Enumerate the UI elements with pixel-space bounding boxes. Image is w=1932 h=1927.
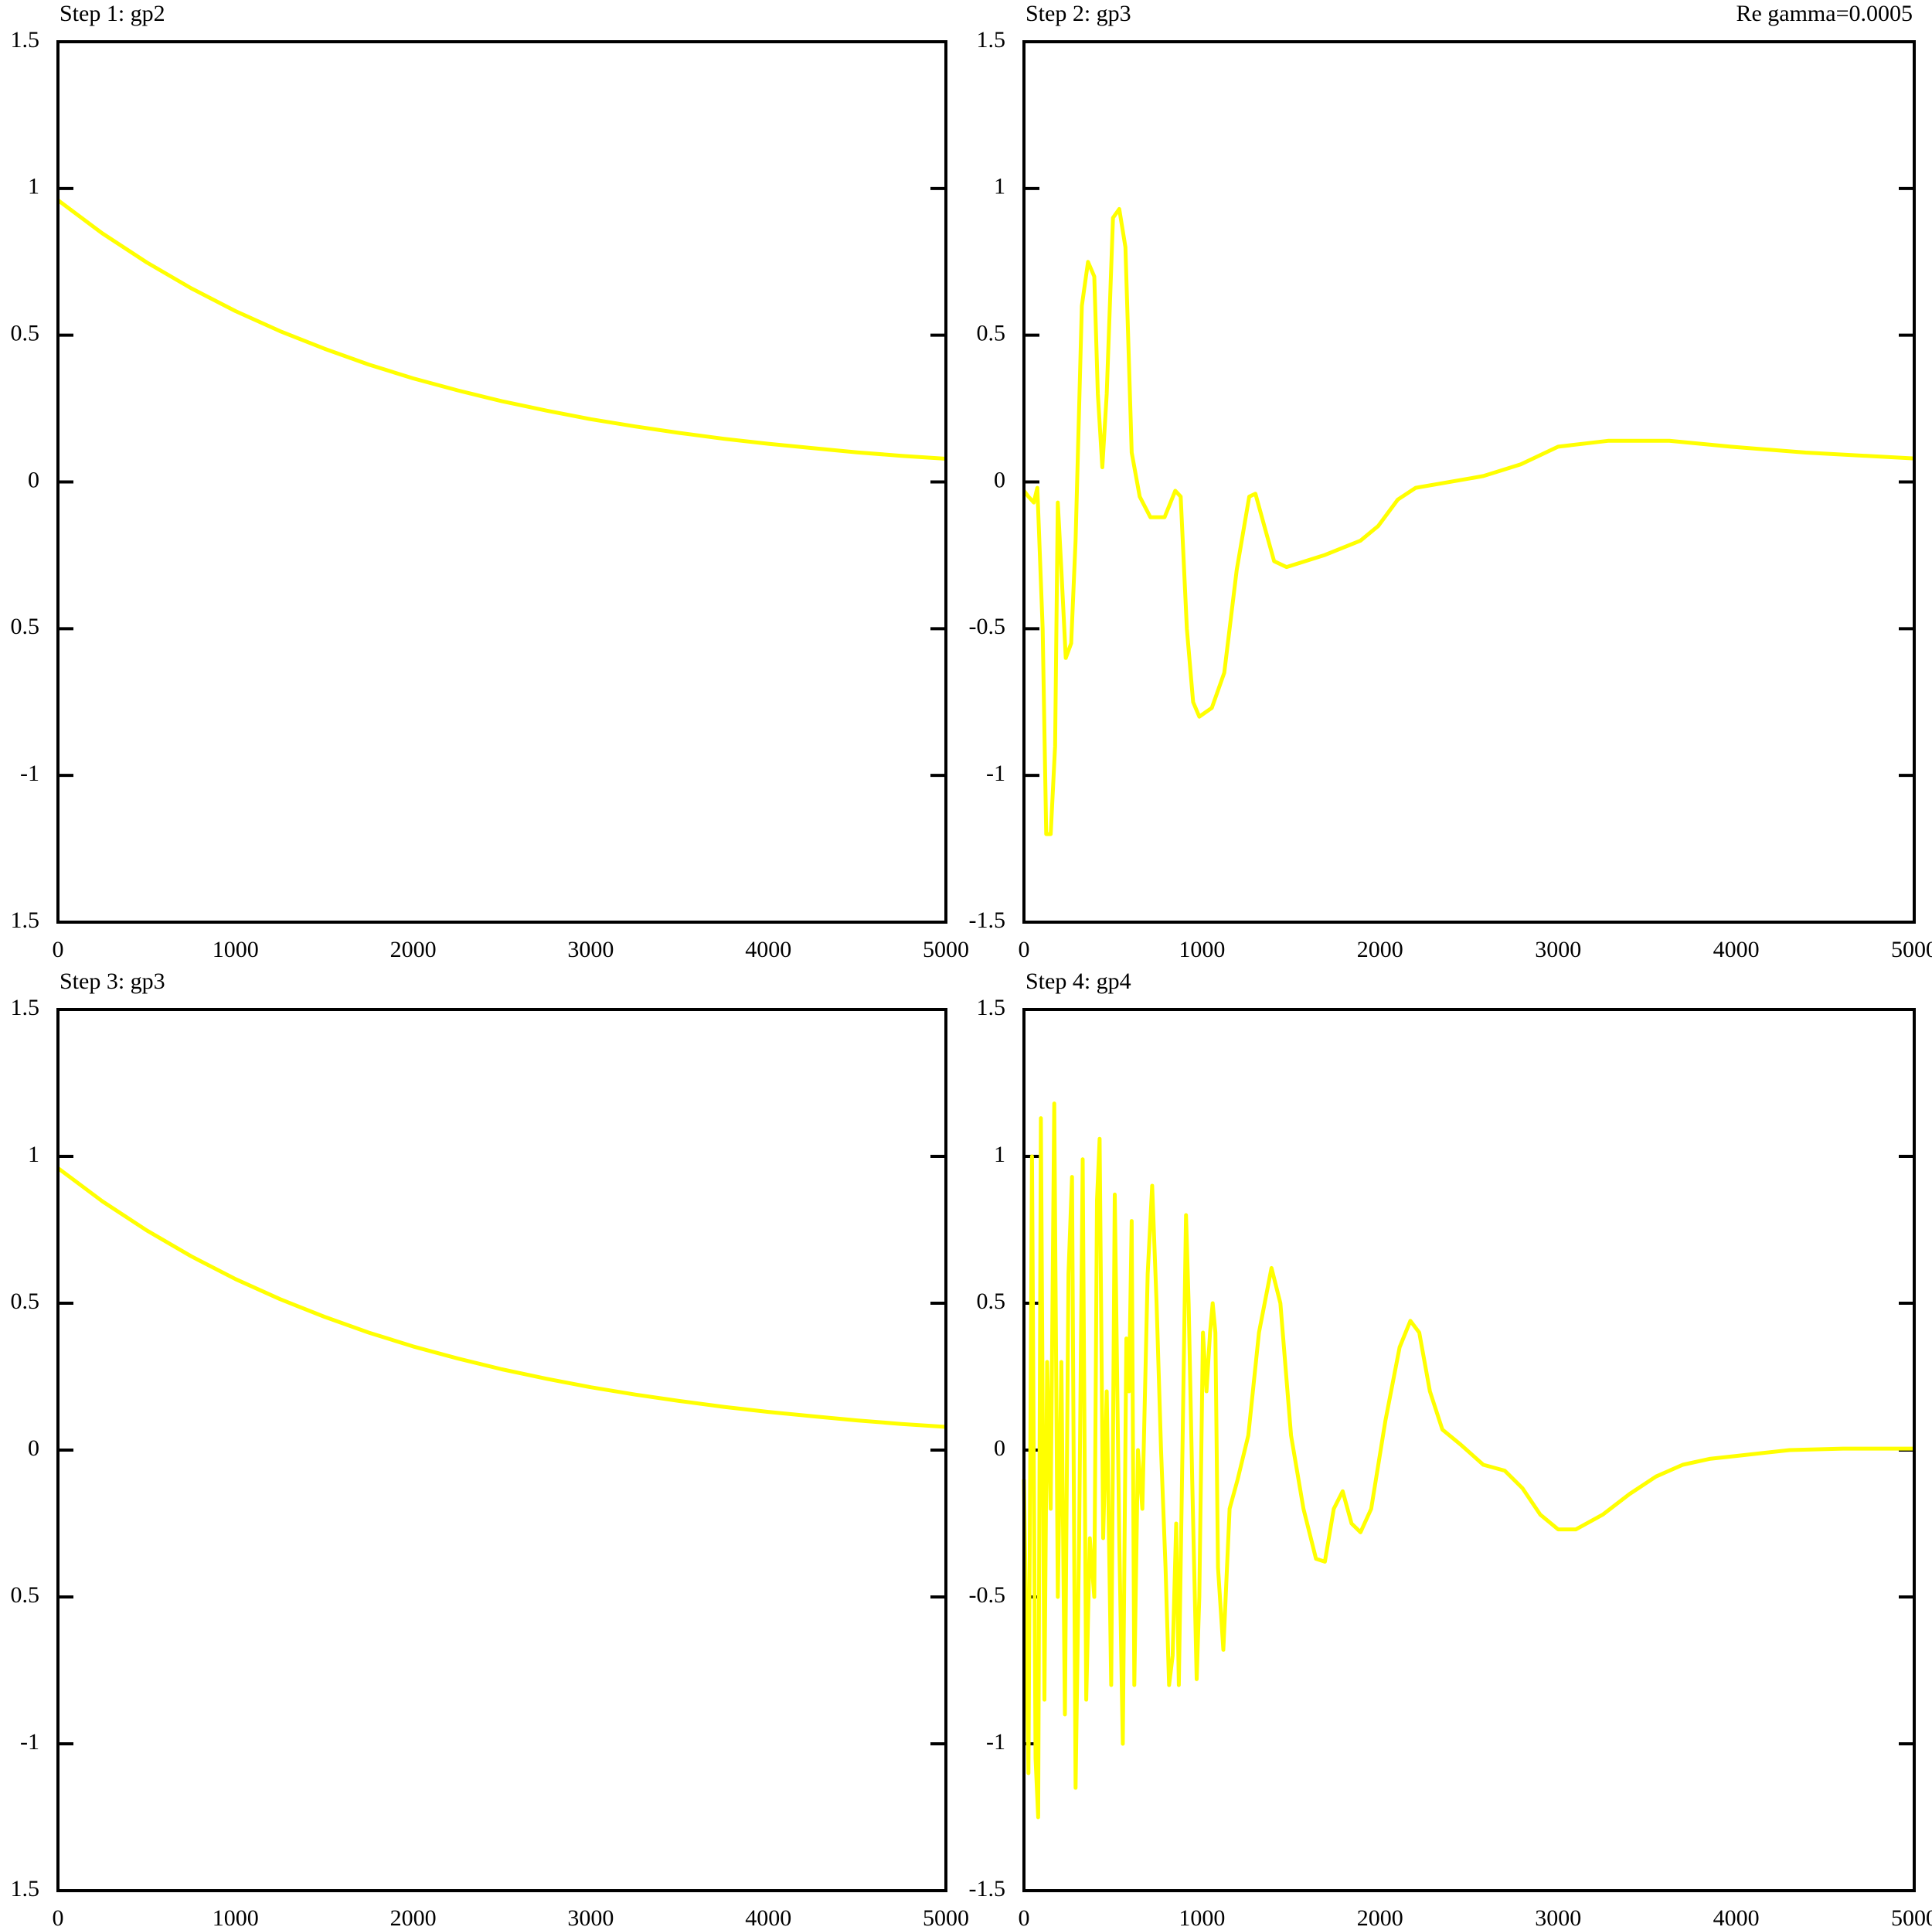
- x-tick-label: 3000: [567, 937, 614, 962]
- x-tick-label: 0: [53, 1905, 64, 1927]
- x-tick-label: 5000: [1891, 937, 1932, 962]
- y-tick-label: 0.5: [11, 1582, 40, 1608]
- x-tick-label: 4000: [745, 937, 791, 962]
- y-tick-label: 1.5: [977, 995, 1006, 1020]
- x-tick-label: 4000: [1713, 937, 1760, 962]
- plot-frame: [56, 1008, 947, 1892]
- x-tick-label: 2000: [1357, 1905, 1403, 1927]
- y-tick-label: 0: [28, 1435, 39, 1461]
- x-tick-label: 3000: [567, 1905, 614, 1927]
- data-line: [56, 1166, 947, 1429]
- x-tick-label: 1000: [213, 1905, 259, 1927]
- x-tick-label: 2000: [1357, 937, 1403, 962]
- y-tick-label: -1: [986, 1729, 1005, 1755]
- x-tick-label: 5000: [923, 937, 969, 962]
- x-tick-label: 0: [1019, 937, 1030, 962]
- y-tick-label: 1.5: [11, 27, 40, 53]
- annotation: Re gamma=0.0005: [1736, 1, 1913, 26]
- y-tick-label: 0.5: [11, 321, 40, 346]
- data-line: [1022, 206, 1915, 836]
- panel-title: Step 4: gp4: [1026, 969, 1131, 994]
- y-tick-label: -1.5: [969, 907, 1006, 933]
- panel: Step 4: gp4 -1.5 -1 -0.5 0 0.5 1 1.5 0 1000 2000 30…: [969, 969, 1932, 1927]
- y-tick-label: 0.5: [11, 614, 40, 639]
- panel: Step 3: gp3 1.5 -1 0.5 0 0.5 1 1.5 0 1000 2000 3000…: [11, 969, 970, 1927]
- x-tick-label: 0: [53, 937, 64, 962]
- y-tick-label: -0.5: [969, 1582, 1006, 1608]
- x-tick-label: 0: [1019, 1905, 1030, 1927]
- x-tick-label: 5000: [923, 1905, 969, 1927]
- y-tick-label: 1.5: [11, 907, 40, 933]
- plot-frame: [1022, 1008, 1916, 1892]
- y-tick-label: 1: [28, 174, 39, 199]
- plot-frame: [56, 40, 947, 924]
- plot-frame: [1022, 40, 1916, 924]
- panel-title: Step 2: gp3: [1026, 1, 1131, 26]
- x-tick-label: 2000: [390, 937, 437, 962]
- x-tick-label: 4000: [1713, 1905, 1760, 1927]
- y-tick-label: 1: [28, 1142, 39, 1167]
- y-tick-label: 0: [994, 467, 1005, 492]
- y-tick-label: 0: [994, 1435, 1005, 1461]
- y-tick-label: 1.5: [11, 995, 40, 1020]
- data-line: [56, 198, 947, 461]
- panel-title: Step 3: gp3: [60, 969, 165, 994]
- y-tick-label: -1: [20, 1729, 39, 1755]
- x-tick-label: 1000: [1179, 1905, 1225, 1927]
- y-tick-label: 0.5: [977, 321, 1006, 346]
- panel-title: Step 1: gp2: [60, 1, 165, 26]
- x-tick-label: 1000: [1179, 937, 1225, 962]
- y-tick-label: 0.5: [11, 1289, 40, 1314]
- y-tick-label: 1: [994, 1142, 1005, 1167]
- x-tick-label: 3000: [1535, 937, 1581, 962]
- x-tick-label: 1000: [213, 937, 259, 962]
- panel: Step 2: gp3 Re gamma=0.0005 -1.5 -1 -0.5 0 0.5…: [969, 1, 1932, 962]
- x-tick-label: 4000: [745, 1905, 791, 1927]
- x-tick-label: 5000: [1891, 1905, 1932, 1927]
- data-line: [1022, 1101, 1914, 1820]
- y-tick-label: -1: [20, 761, 39, 786]
- y-tick-label: -1.5: [969, 1876, 1006, 1901]
- y-tick-label: 1: [994, 174, 1005, 199]
- y-tick-label: 1.5: [977, 27, 1006, 53]
- y-tick-label: 0: [28, 467, 39, 492]
- panel: Step 1: gp2 1.5 -1 0.5 0 0.5 1 1.5 0 1000 2000 3000…: [11, 1, 970, 962]
- y-tick-label: -1: [986, 761, 1005, 786]
- x-tick-label: 3000: [1535, 1905, 1581, 1927]
- x-tick-label: 2000: [390, 1905, 437, 1927]
- y-tick-label: 0.5: [977, 1289, 1006, 1314]
- y-tick-label: 1.5: [11, 1876, 40, 1901]
- y-tick-label: -0.5: [969, 614, 1006, 639]
